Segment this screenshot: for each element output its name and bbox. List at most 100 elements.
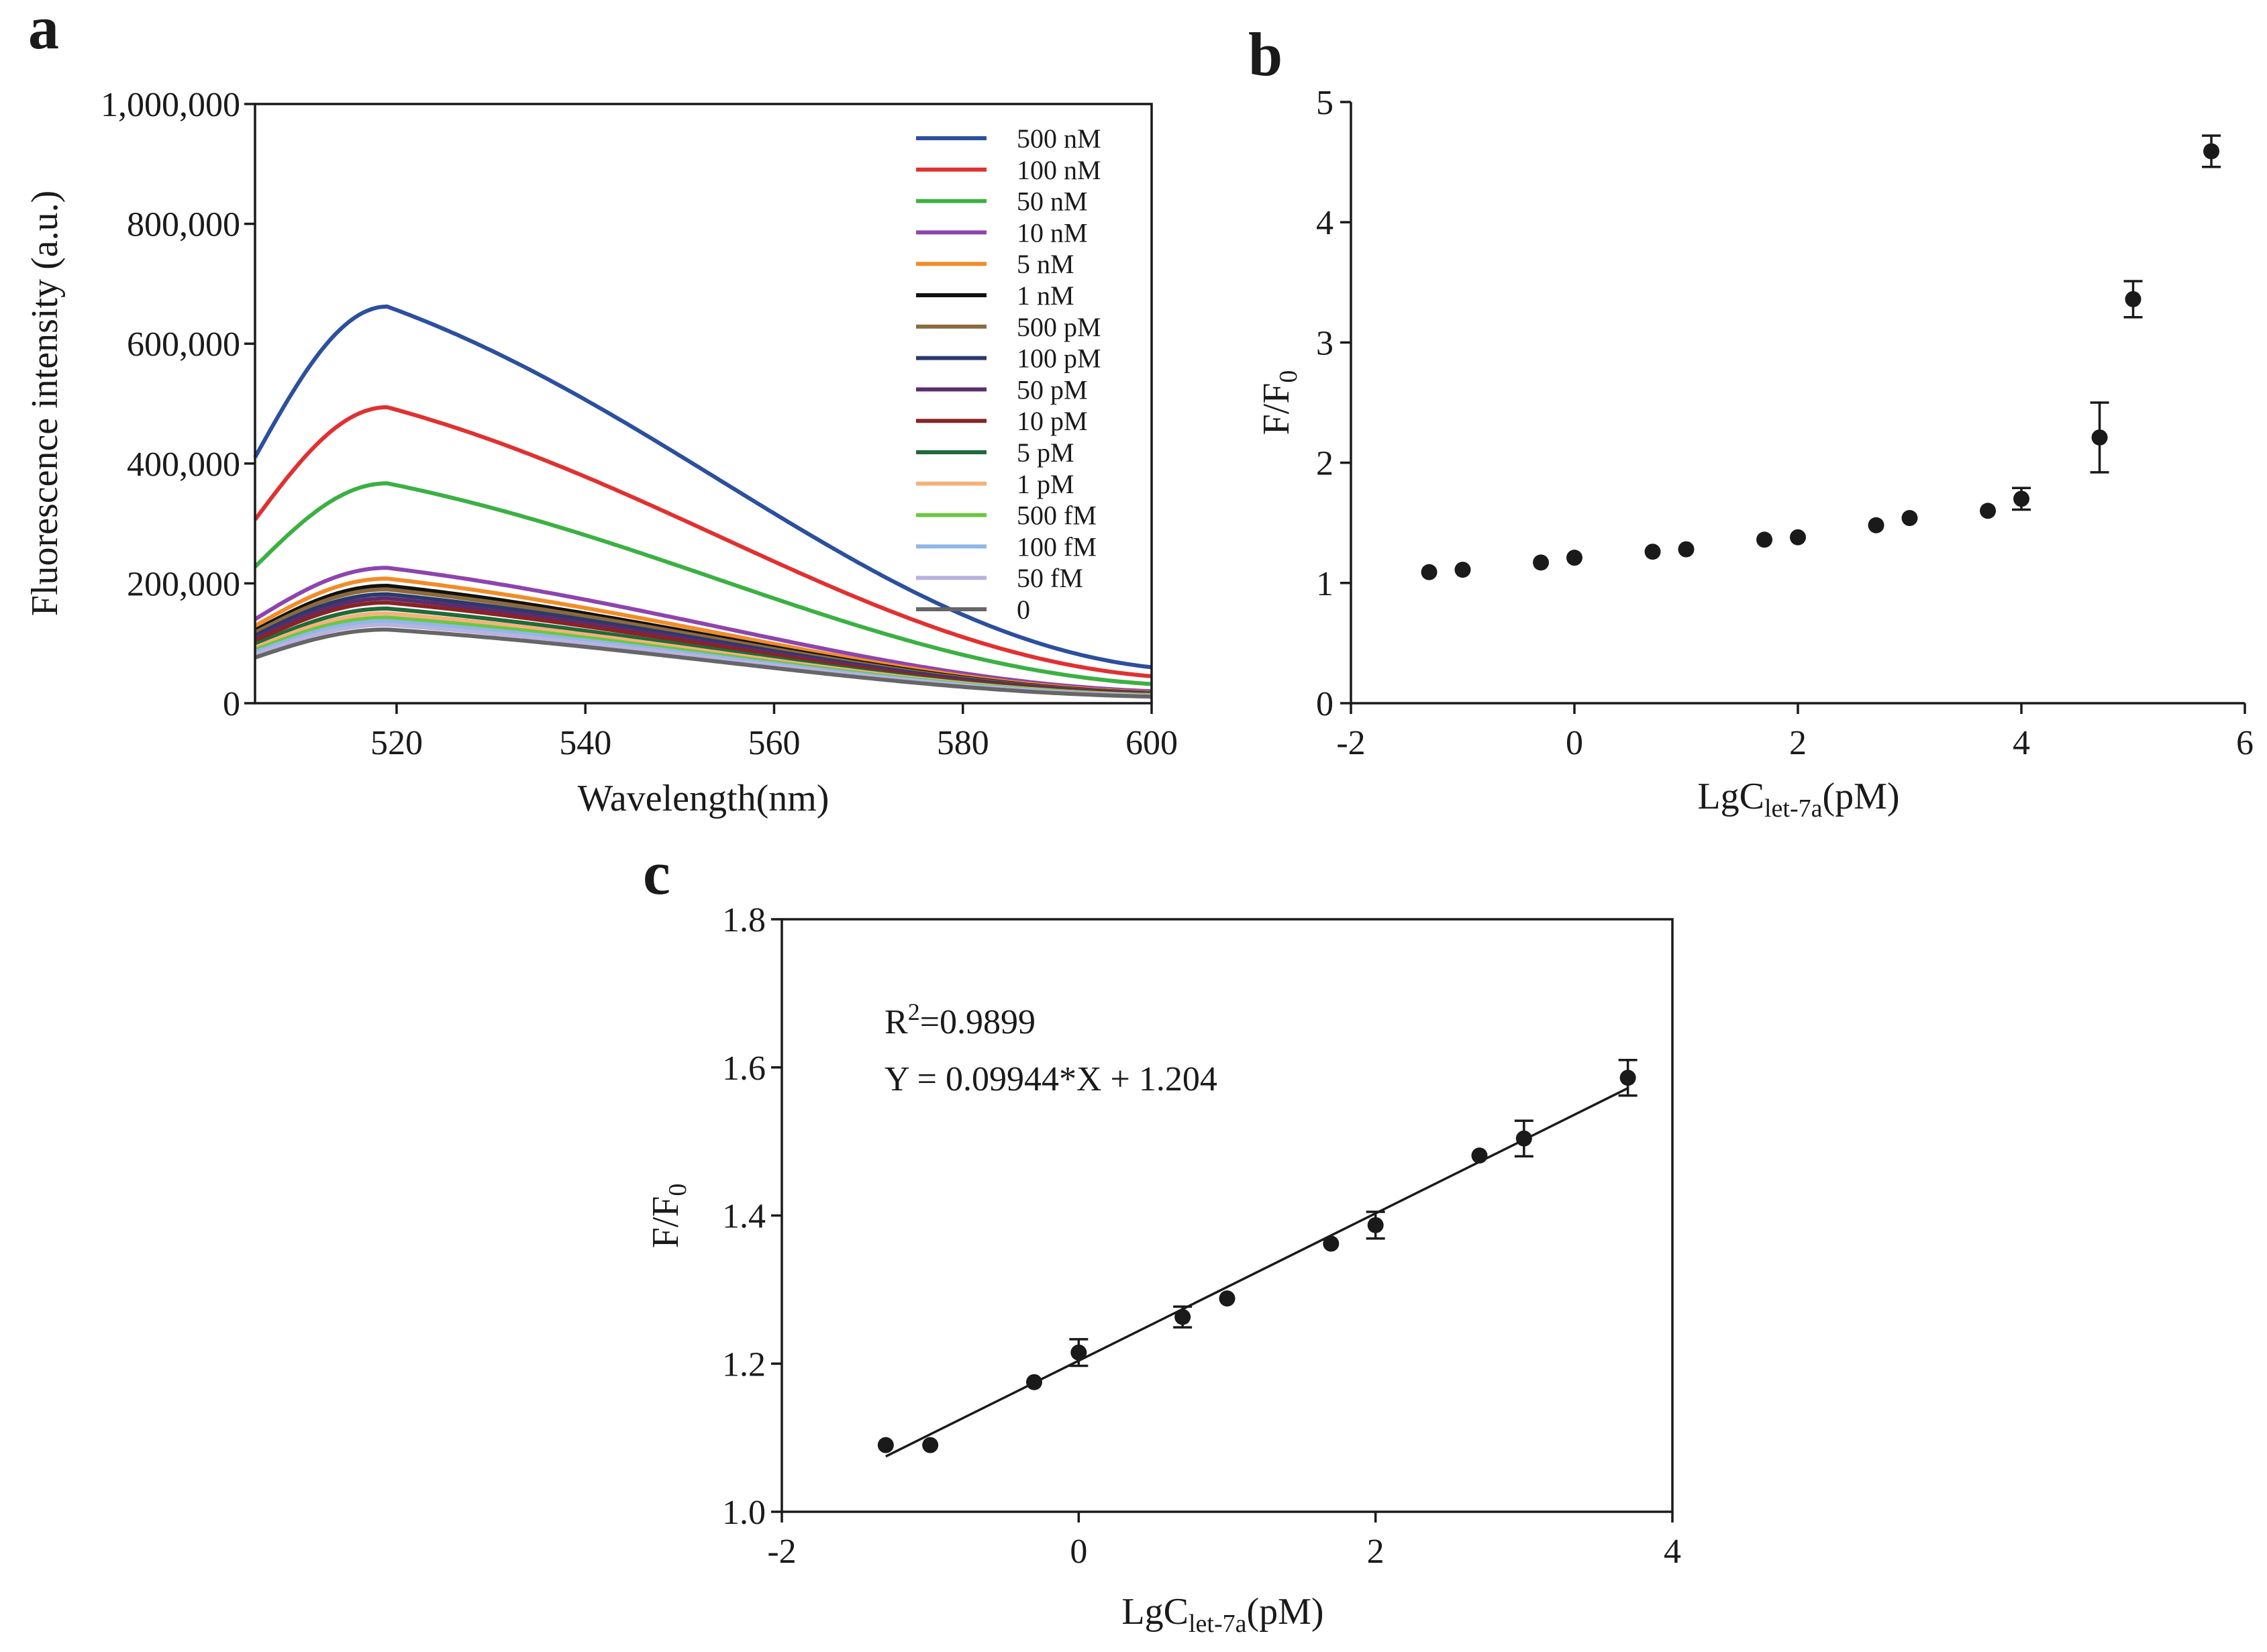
chart-a-legend-label-3: 10 nM bbox=[1017, 217, 1088, 248]
chart-a-xtick-label-4: 600 bbox=[1125, 724, 1178, 762]
chart-c-ytick-label-2: 1.4 bbox=[722, 1198, 766, 1236]
chart-a-legend-label-7: 100 pM bbox=[1017, 344, 1101, 374]
chart-b-xlabel-sub: let-7a bbox=[1764, 794, 1823, 823]
chart-b-point-12 bbox=[2091, 429, 2108, 446]
chart-a-legend-label-2: 50 nM bbox=[1017, 187, 1088, 217]
chart-b-ytick-label-4: 4 bbox=[1316, 204, 1333, 242]
chart-b-point-11 bbox=[2013, 491, 2029, 507]
chart-b-point-10 bbox=[1980, 503, 1997, 519]
chart-b-point-0 bbox=[1421, 564, 1438, 580]
chart-a-ylabel: Fluorescence intensity (a.u.) bbox=[24, 191, 66, 616]
chart-c-r2-value: =0.9899 bbox=[920, 1003, 1036, 1041]
chart-a-xtick-label-1: 540 bbox=[559, 724, 611, 762]
chart-a-series-line-2 bbox=[253, 481, 1152, 686]
chart-a-legend-label-10: 5 pM bbox=[1017, 437, 1074, 468]
chart-c-ticks: -2 0 2 4 1.0 1.2 1.4 1.6 1.8 bbox=[722, 901, 1681, 1571]
panel-letter-a: a bbox=[28, 0, 59, 62]
chart-c-point-8 bbox=[1471, 1147, 1488, 1164]
chart-a-legend-label-0: 500 nM bbox=[1017, 123, 1101, 154]
chart-b-ytick-label-2: 2 bbox=[1316, 445, 1333, 483]
chart-a-legend-label-9: 10 pM bbox=[1017, 406, 1088, 436]
chart-a-frame bbox=[254, 103, 1153, 705]
chart-b-point-8 bbox=[1868, 517, 1884, 533]
chart-a-ytick-label-5: 1,000,000 bbox=[101, 86, 240, 124]
chart-a-legend-label-13: 100 fM bbox=[1017, 531, 1097, 562]
chart-a-xtick-label-0: 520 bbox=[370, 724, 423, 762]
chart-c-point-0 bbox=[877, 1437, 894, 1453]
chart-b-point-4 bbox=[1644, 544, 1661, 560]
chart-c-xlabel: LgClet-7a(pM) bbox=[1121, 1591, 1323, 1638]
chart-a-series-group bbox=[253, 304, 1152, 699]
chart-c-ylabel: F/F0 bbox=[645, 1184, 692, 1249]
panel-letter-c: c bbox=[643, 839, 670, 907]
chart-a-legend-label-6: 500 pM bbox=[1017, 312, 1101, 342]
chart-c-r2-annotation: R2=0.9899 bbox=[885, 998, 1036, 1041]
chart-a-legend-label-5: 1 nM bbox=[1017, 280, 1074, 311]
chart-c-xtick-label-2: 2 bbox=[1367, 1533, 1384, 1571]
chart-b-ylabel-main: F/F bbox=[1256, 383, 1297, 435]
chart-b-point-5 bbox=[1678, 541, 1695, 558]
chart-a-xlabel: Wavelength(nm) bbox=[578, 778, 829, 819]
chart-a-series-line-0 bbox=[253, 304, 1152, 670]
chart-a-legend-label-11: 1 pM bbox=[1017, 469, 1074, 499]
chart-c-r2-main: R bbox=[885, 1003, 908, 1041]
chart-b-point-6 bbox=[1756, 531, 1773, 548]
chart-c-point-10 bbox=[1619, 1070, 1636, 1086]
chart-a-ytick-label-1: 200,000 bbox=[127, 565, 240, 603]
chart-b-ylabel-sub: 0 bbox=[1274, 370, 1303, 383]
chart-c-points bbox=[877, 1058, 1638, 1453]
chart-a-legend-label-8: 50 pM bbox=[1017, 374, 1088, 405]
chart-b-ytick-label-3: 3 bbox=[1316, 324, 1333, 362]
chart-b-point-1 bbox=[1454, 562, 1471, 578]
chart-c-point-9 bbox=[1515, 1130, 1532, 1147]
chart-b-xlabel-main: LgC bbox=[1697, 776, 1764, 817]
chart-a-legend-label-15: 0 bbox=[1017, 595, 1030, 625]
chart-a-ytick-label-4: 800,000 bbox=[127, 206, 240, 244]
chart-b-xtick-label-2: 2 bbox=[1789, 724, 1807, 762]
chart-c-equation: Y = 0.09944*X + 1.204 bbox=[885, 1060, 1217, 1098]
chart-b-point-7 bbox=[1790, 529, 1806, 546]
chart-a-series-line-15 bbox=[254, 627, 1152, 699]
chart-c-ylabel-main: F/F bbox=[645, 1196, 687, 1249]
chart-c-point-7 bbox=[1367, 1217, 1384, 1233]
chart-a-legend-label-14: 50 fM bbox=[1017, 563, 1083, 593]
chart-b-ytick-label-0: 0 bbox=[1316, 685, 1333, 723]
chart-b-ytick-label-5: 5 bbox=[1316, 84, 1333, 122]
chart-b-xtick-label-4: 6 bbox=[2236, 724, 2254, 762]
chart-b-ylabel: F/F0 bbox=[1256, 370, 1303, 435]
chart-b-point-14 bbox=[2203, 143, 2220, 160]
chart-b-xlabel-tail: (pM) bbox=[1822, 776, 1899, 817]
chart-c-ytick-label-3: 1.6 bbox=[722, 1049, 766, 1088]
chart-a-spectra: 520 540 560 580 600 0 200,000 400,000 600,000 800… bbox=[24, 86, 1178, 819]
chart-b-point-2 bbox=[1533, 554, 1550, 571]
chart-b-xtick-label-3: 4 bbox=[2013, 724, 2030, 762]
chart-c-r2-sup: 2 bbox=[908, 998, 920, 1025]
chart-c-point-2 bbox=[1025, 1374, 1042, 1390]
chart-c-point-6 bbox=[1323, 1235, 1340, 1252]
chart-c-fit-line bbox=[885, 1087, 1629, 1458]
chart-c-xlabel-tail: (pM) bbox=[1246, 1591, 1323, 1633]
chart-a-legend-label-4: 5 nM bbox=[1017, 249, 1074, 279]
chart-b-point-13 bbox=[2125, 291, 2142, 307]
chart-c-xlabel-main: LgC bbox=[1121, 1591, 1189, 1633]
chart-b-xtick-label-1: 0 bbox=[1566, 724, 1583, 762]
chart-c-point-1 bbox=[922, 1437, 939, 1453]
panel-letter-b: b bbox=[1248, 20, 1282, 89]
chart-c-ylabel-sub: 0 bbox=[664, 1184, 692, 1196]
chart-c-point-5 bbox=[1219, 1290, 1236, 1307]
chart-a-ytick-label-3: 600,000 bbox=[127, 325, 240, 364]
chart-c-ytick-label-4: 1.8 bbox=[722, 901, 766, 939]
chart-c-xlabel-sub: let-7a bbox=[1189, 1610, 1247, 1638]
chart-a-series-line-1 bbox=[253, 405, 1152, 678]
chart-a-xtick-label-3: 580 bbox=[937, 724, 989, 762]
chart-a-xtick-label-2: 560 bbox=[748, 724, 800, 762]
chart-b-point-9 bbox=[1901, 510, 1918, 527]
chart-a-ticks: 520 540 560 580 600 0 200,000 400,000 600,000 800… bbox=[101, 86, 1178, 762]
chart-c-ytick-label-0: 1.0 bbox=[722, 1494, 766, 1532]
chart-b-point-3 bbox=[1566, 550, 1582, 566]
chart-c-point-3 bbox=[1070, 1344, 1087, 1361]
